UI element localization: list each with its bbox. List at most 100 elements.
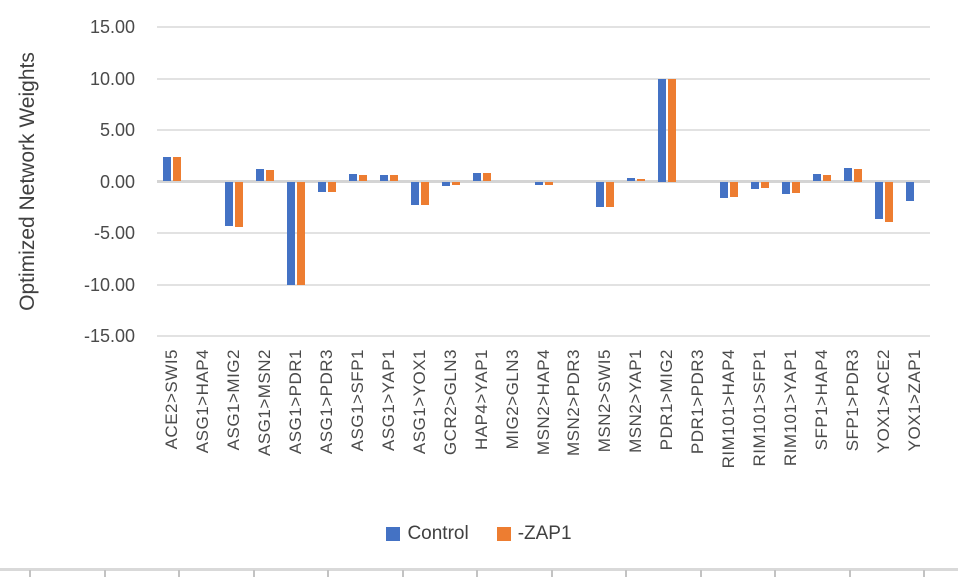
worksheet-column-tick xyxy=(848,570,851,577)
category-label: RIM101>HAP4 xyxy=(719,349,739,469)
category-label: ASG1>MSN2 xyxy=(255,349,275,457)
legend-label: -ZAP1 xyxy=(517,523,572,544)
legend-swatch-icon xyxy=(496,527,511,541)
category-label: MIG2>GLN3 xyxy=(502,349,522,450)
bar-zap1-ACE2>SWI5[interactable] xyxy=(173,157,182,182)
y-tick-label: -5.00 xyxy=(93,223,135,243)
worksheet-column-tick xyxy=(625,570,627,577)
bar-zap1-ASG1>MIG2[interactable] xyxy=(235,181,244,227)
category-label: MSN2>SWI5 xyxy=(595,349,615,453)
y-tick-label: 10.00 xyxy=(89,68,135,89)
bar-control-ASG1>YAP1[interactable] xyxy=(379,174,388,182)
bar-control-RIM101>HAP4[interactable] xyxy=(720,181,729,198)
bar-control-RIM101>YAP1[interactable] xyxy=(781,181,790,194)
worksheet-column-tick xyxy=(252,570,255,577)
gridline xyxy=(157,283,930,286)
bar-zap1-YOX1>ACE2[interactable] xyxy=(884,181,893,222)
category-label: MSN2>YAP1 xyxy=(626,349,646,453)
bar-zap1-ASG1>MSN2[interactable] xyxy=(266,170,275,182)
bar-control-RIM101>SFP1[interactable] xyxy=(750,181,759,189)
legend-label: Control xyxy=(407,523,469,544)
worksheet-column-tick xyxy=(29,570,31,577)
bar-zap1-MSN2>YAP1[interactable] xyxy=(637,178,646,182)
legend-item-control[interactable]: Control xyxy=(386,523,469,545)
worksheet-column-tick xyxy=(327,570,329,577)
bar-control-ASG1>PDR1[interactable] xyxy=(287,181,296,285)
y-tick-label: 15.00 xyxy=(89,17,135,37)
bar-control-GCR2>GLN3[interactable] xyxy=(441,181,450,186)
bar-zap1-ASG1>YOX1[interactable] xyxy=(420,181,429,206)
bar-control-SFP1>HAP4[interactable] xyxy=(812,173,821,182)
bar-control-SFP1>PDR3[interactable] xyxy=(843,168,852,182)
worksheet-column-tick xyxy=(699,570,702,577)
y-tick-label: 5.00 xyxy=(99,120,135,140)
bar-zap1-PDR1>MIG2[interactable] xyxy=(668,78,677,182)
bar-zap1-RIM101>SFP1[interactable] xyxy=(760,181,769,189)
bar-control-ASG1>MSN2[interactable] xyxy=(256,169,265,182)
category-label: ASG1>MIG2 xyxy=(224,349,244,451)
y-tick-label: 0.00 xyxy=(99,171,135,192)
gridline xyxy=(157,232,930,234)
y-tick-label: -15.00 xyxy=(83,326,135,346)
bar-control-YOX1>ZAP1[interactable] xyxy=(905,181,914,202)
legend-item-zap1[interactable]: -ZAP1 xyxy=(496,523,572,545)
category-label: SFP1>PDR3 xyxy=(842,349,862,452)
worksheet-column-tick xyxy=(774,570,776,577)
gridline xyxy=(157,77,930,80)
category-label: ASG1>SFP1 xyxy=(347,349,367,452)
category-label: PDR1>PDR3 xyxy=(688,349,708,455)
category-label: RIM101>SFP1 xyxy=(749,349,769,467)
bar-zap1-SFP1>PDR3[interactable] xyxy=(853,168,862,182)
x-axis-line xyxy=(157,180,930,183)
category-label: ASG1>YAP1 xyxy=(378,349,398,451)
bar-zap1-SFP1>HAP4[interactable] xyxy=(822,175,831,182)
category-label: YOX1>ZAP1 xyxy=(904,349,924,452)
worksheet-column-tick xyxy=(401,570,404,577)
worksheet-column-tick xyxy=(923,570,925,577)
bar-control-ACE2>SWI5[interactable] xyxy=(163,156,172,182)
bar-zap1-ASG1>YAP1[interactable] xyxy=(389,175,398,182)
bar-control-MSN2>YAP1[interactable] xyxy=(627,178,636,182)
bar-zap1-GCR2>GLN3[interactable] xyxy=(451,181,460,185)
bar-control-HAP4>YAP1[interactable] xyxy=(472,172,481,182)
gridline xyxy=(157,26,930,28)
bar-zap1-ASG1>PDR3[interactable] xyxy=(328,181,337,193)
worksheet-column-tick xyxy=(103,570,106,577)
bar-control-ASG1>SFP1[interactable] xyxy=(348,173,357,182)
category-label: SFP1>HAP4 xyxy=(811,349,831,451)
y-tick-label: -10.00 xyxy=(83,274,135,295)
bar-zap1-MSN2>HAP4[interactable] xyxy=(544,181,553,185)
category-label: ASG1>HAP4 xyxy=(193,349,213,454)
worksheet-column-tick xyxy=(550,570,553,577)
worksheet-edge-line xyxy=(0,568,958,571)
legend: Control -ZAP1 xyxy=(0,521,958,547)
bar-zap1-ASG1>SFP1[interactable] xyxy=(358,174,367,182)
category-label: ASG1>YOX1 xyxy=(409,349,429,455)
category-label: HAP4>YAP1 xyxy=(471,349,491,451)
legend-swatch-icon xyxy=(386,527,401,541)
bar-control-ASG1>YOX1[interactable] xyxy=(410,181,419,206)
category-label: RIM101>YAP1 xyxy=(780,349,800,467)
bar-control-YOX1>ACE2[interactable] xyxy=(874,181,883,220)
bar-zap1-RIM101>HAP4[interactable] xyxy=(730,181,739,197)
bar-control-PDR1>MIG2[interactable] xyxy=(658,78,667,182)
worksheet-column-tick xyxy=(476,570,478,577)
category-label: ASG1>PDR3 xyxy=(317,349,337,455)
bar-control-ASG1>MIG2[interactable] xyxy=(225,181,234,226)
bar-control-MSN2>HAP4[interactable] xyxy=(534,181,543,186)
gridline xyxy=(157,335,930,337)
category-label: YOX1>ACE2 xyxy=(873,349,893,454)
bar-zap1-MSN2>SWI5[interactable] xyxy=(606,181,615,208)
category-label: GCR2>GLN3 xyxy=(440,349,460,456)
category-label: ASG1>PDR1 xyxy=(286,349,306,455)
bar-control-ASG1>PDR3[interactable] xyxy=(318,181,327,192)
bar-control-MSN2>SWI5[interactable] xyxy=(596,181,605,208)
worksheet-column-tick xyxy=(178,570,180,577)
category-label: ACE2>SWI5 xyxy=(162,349,182,450)
category-label: MSN2>HAP4 xyxy=(533,349,553,456)
y-axis-title: Optimized Network Weights xyxy=(16,52,39,311)
bar-zap1-RIM101>YAP1[interactable] xyxy=(791,181,800,193)
bar-zap1-ASG1>PDR1[interactable] xyxy=(297,181,306,285)
bar-zap1-HAP4>YAP1[interactable] xyxy=(482,173,491,182)
